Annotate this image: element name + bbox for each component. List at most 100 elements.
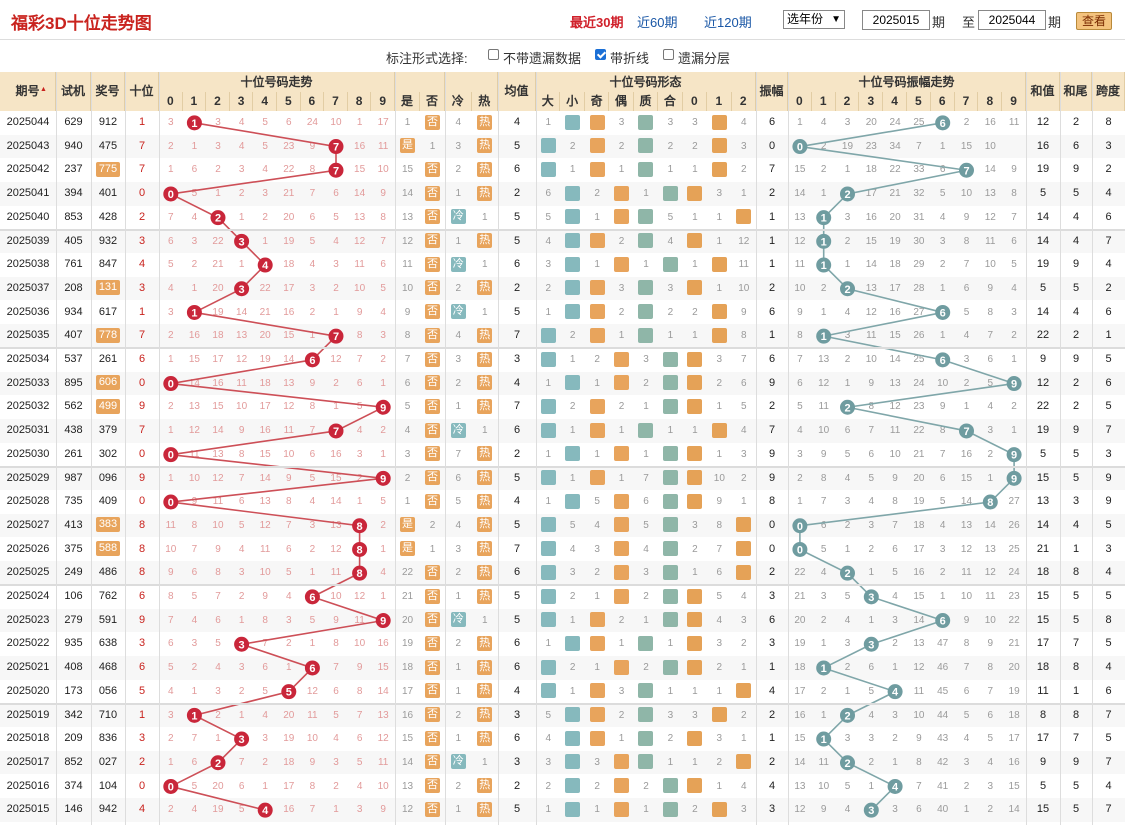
amp-miss: 6 (797, 377, 803, 389)
trend-ball (230, 727, 254, 751)
trend-miss: 1 (380, 543, 386, 555)
prize-value: 027 (98, 755, 118, 768)
amp-miss: 8 (916, 756, 922, 768)
route-miss: 1 (716, 235, 723, 247)
issue-cell: 2025023 (6, 613, 50, 626)
table-row: 2025025 249 486 8 9 6 8 3 10 5 1 11 4 22 否 2 热 6 3 2 3 1 6 2 22 4… (0, 561, 1125, 585)
trend-ball (277, 680, 301, 704)
trend-ball (230, 230, 254, 254)
amp-miss: 13 (794, 211, 806, 223)
form-cell (634, 230, 658, 254)
trend-miss: 4 (333, 235, 339, 247)
form-miss: 2 (618, 614, 625, 626)
query-button[interactable]: 查看 (1076, 12, 1112, 30)
trend-miss: 11 (330, 567, 342, 579)
form-tag (589, 138, 605, 154)
form-tag (540, 564, 556, 580)
repeat-tag: 否 (425, 280, 440, 296)
span-cell: 9 (1105, 471, 1112, 484)
route-tag (687, 280, 703, 296)
amp-cell: 2 (768, 281, 776, 294)
amp-miss: 43 (937, 733, 949, 745)
table-row: 2025040 853 428 2 7 4 1 2 20 6 5 13 8 13 否冷 1 5 5 1 5 1 1 1 13 3… (0, 206, 1125, 230)
form-miss: 2 (594, 567, 600, 579)
trend-miss: 5 (333, 709, 339, 721)
polyline-label[interactable]: 带折线 (610, 51, 650, 66)
form-tag (565, 801, 581, 817)
tens-cell: 7 (138, 163, 146, 176)
route-tag (687, 375, 703, 391)
trend-miss: 20 (283, 211, 295, 223)
prize-value: 942 (98, 803, 118, 816)
avg-cell: 5 (513, 803, 521, 816)
amp-miss: 10 (889, 448, 901, 460)
recent-60-link[interactable]: 近60期 (637, 15, 678, 30)
year-select-value: 选年份 (787, 12, 824, 26)
tens-cell: 0 (138, 376, 146, 389)
coldhot-miss: 3 (455, 543, 462, 555)
repeat-miss: 6 (404, 377, 411, 389)
amp-miss: 11 (866, 330, 877, 342)
header-sum: 和值 (1026, 72, 1060, 111)
recent-30-link[interactable]: 最近30期 (570, 15, 624, 30)
table-row: 2025029 987 096 9 1 10 12 7 14 9 5 15 2 2 否 6 热 5 1 1 7 10 2 9 2… (0, 466, 1125, 491)
trend-miss: 12 (330, 354, 342, 365)
form-miss: 4 (545, 733, 551, 745)
prize-value: 379 (98, 424, 118, 437)
table-row: 2025039 405 932 3 6 3 22 1 19 5 4 12 7 12 否 1 热 5 4 2 4 1 12 1 1… (0, 229, 1125, 254)
trend-miss: 15 (377, 662, 389, 674)
form-tag (614, 754, 630, 770)
repeat-cell: 否 (420, 751, 445, 775)
trend-miss: 9 (168, 567, 174, 579)
route-tag (687, 635, 703, 651)
avg-cell: 4 (513, 376, 521, 389)
route-cell (707, 135, 731, 159)
recent-120-link[interactable]: 近120期 (704, 15, 752, 30)
polyline-checkbox[interactable] (595, 49, 606, 60)
issue-cell: 2025031 (6, 424, 50, 437)
amp-miss: 18 (1008, 709, 1020, 721)
coldhot-tag: 热 (477, 659, 493, 675)
issue-cell: 2025037 (6, 281, 50, 294)
amp-miss: 12 (913, 662, 925, 674)
coldhot-tag: 冷 (450, 256, 466, 272)
test-cell: 537 (64, 353, 83, 365)
layer-label[interactable]: 遗漏分层 (678, 51, 731, 66)
amp-ball (812, 324, 836, 348)
trend-miss: 20 (259, 330, 271, 342)
option-bar: 标注形式选择: 不带遗漏数据 带折线 遗漏分层 (0, 40, 1125, 70)
no-miss-label[interactable]: 不带遗漏数据 (503, 51, 582, 66)
route-cell (683, 467, 707, 491)
to-issue-input[interactable]: 2025044 (978, 10, 1046, 30)
span-cell: 8 (1105, 613, 1112, 626)
amp-miss: 1 (939, 282, 946, 294)
form-miss: 1 (545, 804, 551, 816)
amp-miss: 10 (984, 259, 996, 271)
amp-miss: 3 (939, 235, 946, 247)
trend-miss: 8 (168, 591, 174, 602)
route-miss: 1 (692, 211, 698, 223)
year-select[interactable]: 选年份 ▼ (783, 10, 845, 29)
from-issue-input[interactable]: 2025015 (862, 10, 930, 30)
sort-icon[interactable]: ▲ (40, 86, 47, 93)
amp-miss: 7 (868, 425, 875, 437)
prize-value: 401 (98, 187, 118, 200)
amp-miss: 14 (865, 259, 877, 271)
amp-miss: 15 (865, 235, 877, 247)
coldhot-miss: 4 (455, 117, 462, 128)
amp-miss: 22 (1008, 614, 1020, 626)
coldhot-tag: 冷 (450, 754, 466, 770)
avg-cell: 3 (513, 755, 521, 768)
trend-miss: 9 (309, 756, 316, 768)
trend-miss: 2 (238, 188, 245, 200)
amp-miss: 5 (844, 448, 851, 460)
amp-miss: 7 (1011, 211, 1017, 223)
layer-checkbox[interactable] (663, 49, 674, 60)
no-miss-checkbox[interactable] (488, 49, 499, 60)
coldhot-miss: 2 (455, 709, 462, 721)
form-tag (540, 422, 556, 438)
form-cell (536, 538, 560, 562)
trend-miss: 8 (356, 685, 363, 697)
amp-miss: 2 (963, 117, 970, 128)
repeat-miss: 13 (401, 780, 414, 792)
